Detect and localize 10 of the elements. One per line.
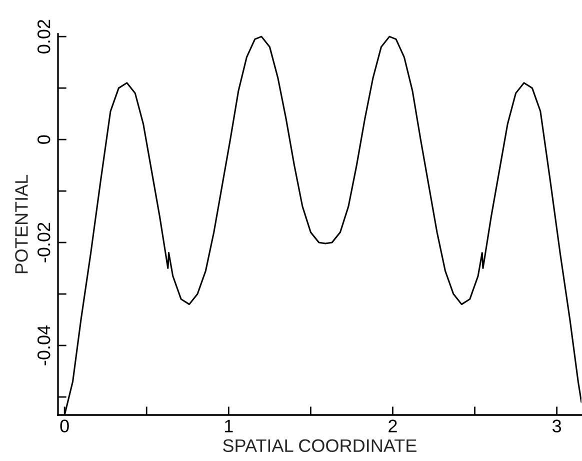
y-tick-label: -0.02: [37, 222, 50, 262]
x-axis-title: SPATIAL COORDINATE: [223, 439, 416, 452]
x-tick-label: 3: [552, 420, 562, 432]
x-tick-label: 0: [60, 420, 69, 432]
y-tick-label: 0.02: [37, 20, 50, 54]
y-tick-label: 0: [37, 135, 50, 144]
y-axis-title: POTENTIAL: [15, 174, 28, 274]
x-tick-label: 2: [388, 420, 397, 432]
y-tick-label: -0.04: [37, 325, 50, 366]
x-tick-label: 1: [225, 420, 233, 432]
